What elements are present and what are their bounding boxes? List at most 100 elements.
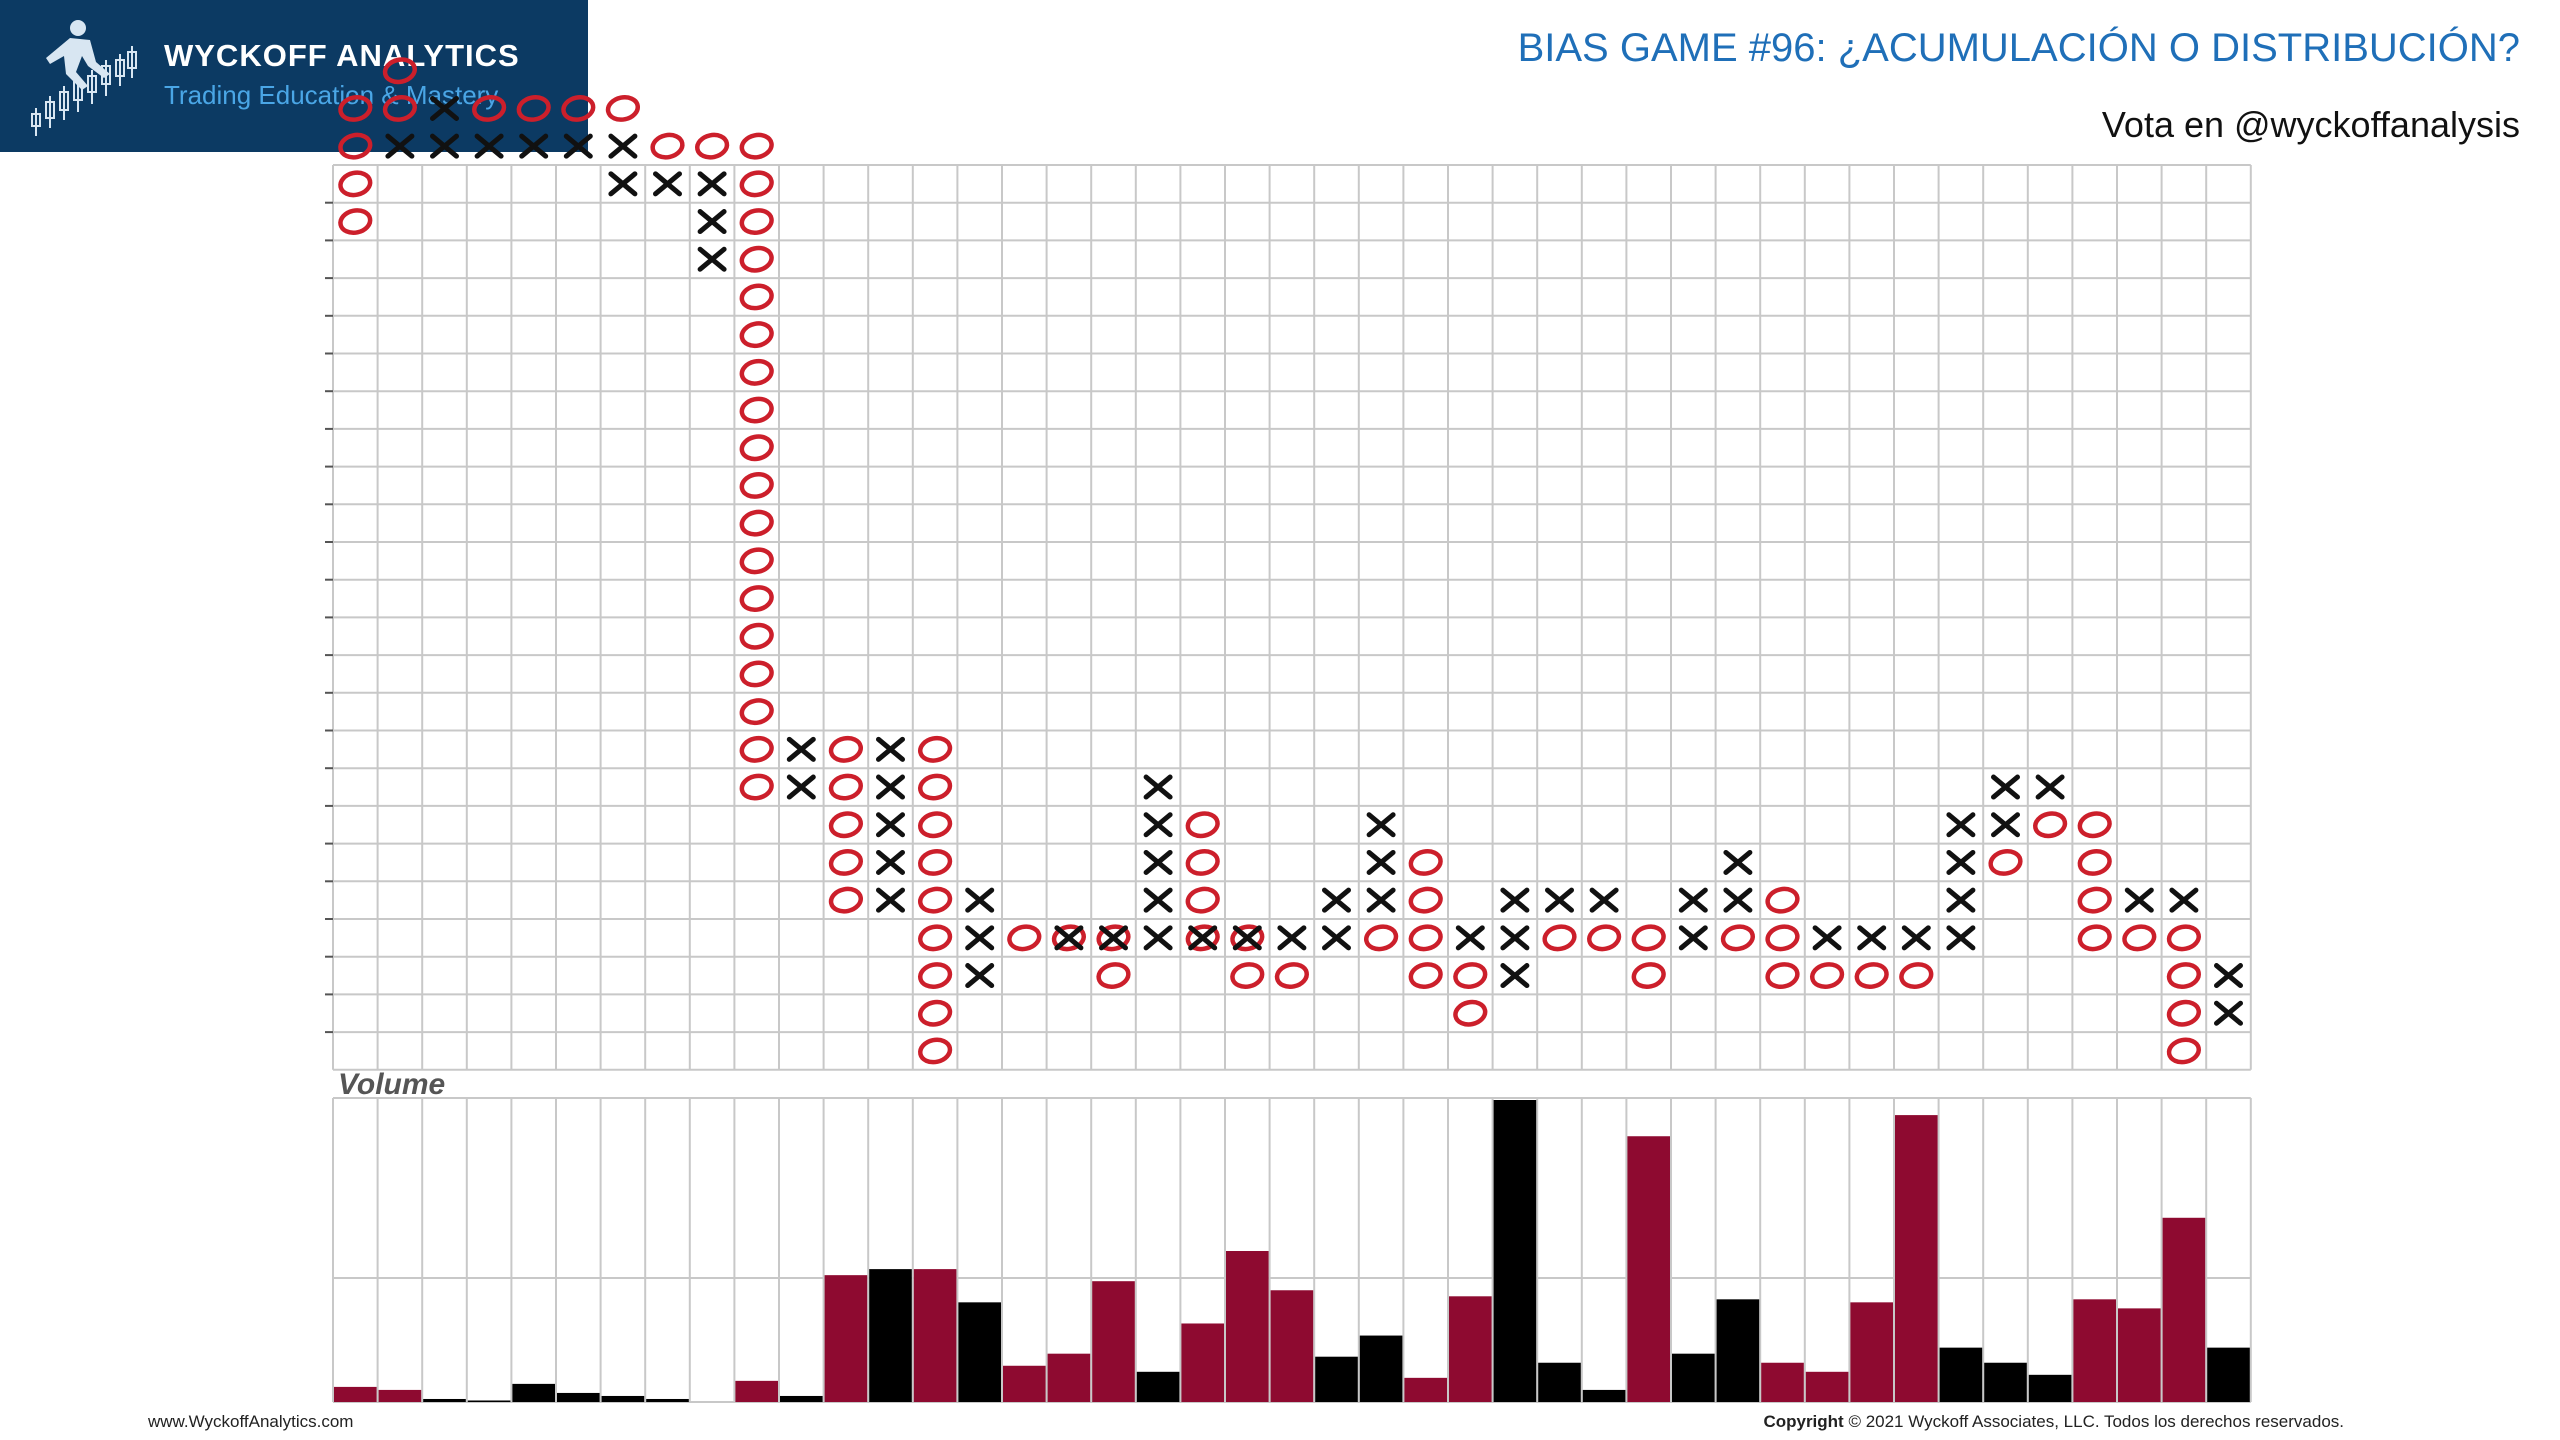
x-mark — [876, 774, 905, 800]
volume-bar — [1449, 1296, 1492, 1402]
o-mark — [695, 132, 730, 160]
x-mark — [1366, 887, 1396, 913]
footer-copyright: Copyright © 2021 Wyckoff Associates, LLC… — [1763, 1412, 2344, 1432]
o-mark — [739, 208, 774, 236]
x-mark — [563, 133, 593, 159]
o-mark — [918, 924, 953, 952]
brand-logo: WYCKOFF ANALYTICS Trading Education & Ma… — [0, 0, 588, 152]
o-mark — [828, 773, 863, 801]
o-mark — [739, 471, 774, 499]
o-mark — [2166, 999, 2201, 1027]
o-mark — [739, 321, 774, 349]
o-mark — [561, 94, 596, 122]
volume-bar — [557, 1392, 600, 1402]
o-mark — [338, 208, 373, 236]
o-mark — [918, 773, 953, 801]
volume-bar — [423, 1398, 466, 1402]
o-mark — [739, 132, 774, 160]
x-mark — [608, 133, 638, 159]
x-mark — [1857, 925, 1887, 951]
volume-bar — [1047, 1353, 1091, 1402]
x-mark — [1991, 774, 2020, 800]
volume-bars — [334, 1100, 2250, 1402]
o-mark — [650, 132, 685, 160]
o-mark — [1587, 924, 1622, 952]
volume-bar — [1939, 1347, 1983, 1402]
x-mark — [1991, 812, 2020, 838]
x-mark — [2214, 1000, 2243, 1026]
o-mark — [1810, 962, 1845, 990]
x-mark — [1277, 925, 1307, 951]
o-mark — [739, 735, 774, 763]
o-mark — [739, 245, 774, 273]
x-mark — [1188, 925, 1218, 951]
volume-bar — [1270, 1290, 1314, 1402]
o-mark — [338, 170, 373, 198]
pf-grid — [325, 164, 2252, 1071]
x-mark — [1232, 925, 1262, 951]
o-mark — [1364, 924, 1399, 952]
o-mark — [1230, 924, 1265, 952]
x-mark — [1455, 925, 1485, 951]
o-mark — [1765, 886, 1800, 914]
x-mark — [1366, 849, 1396, 875]
volume-bar — [1493, 1100, 1537, 1402]
x-mark — [2169, 887, 2199, 913]
footer-url: www.WyckoffAnalytics.com — [148, 1412, 354, 1431]
o-mark — [918, 999, 953, 1027]
volume-bar — [1136, 1371, 1180, 1402]
volume-bar — [512, 1383, 555, 1402]
o-mark — [2166, 1037, 2201, 1065]
x-mark — [965, 925, 995, 951]
o-mark — [828, 886, 863, 914]
x-mark — [1946, 849, 1976, 875]
volume-bar — [2207, 1347, 2250, 1402]
o-mark — [2166, 962, 2201, 990]
o-mark — [2077, 848, 2112, 876]
o-mark — [1408, 962, 1443, 990]
x-mark — [385, 133, 415, 159]
x-mark — [2035, 774, 2065, 800]
o-mark — [918, 848, 953, 876]
o-mark — [516, 94, 551, 122]
o-mark — [739, 434, 774, 462]
volume-bar — [1226, 1251, 1269, 1402]
volume-bar — [1761, 1362, 1804, 1402]
o-mark — [739, 660, 774, 688]
x-mark — [1322, 887, 1351, 913]
volume-bar — [1181, 1323, 1224, 1402]
o-mark — [1765, 924, 1800, 952]
x-mark — [1946, 925, 1976, 951]
x-mark — [1500, 963, 1530, 989]
o-mark — [1051, 924, 1086, 952]
x-mark — [697, 171, 727, 197]
x-mark — [2214, 963, 2243, 989]
volume-bar — [824, 1275, 868, 1402]
o-mark — [828, 848, 863, 876]
x-mark — [653, 171, 682, 197]
volume-grid — [332, 1097, 2252, 1403]
o-mark — [1408, 886, 1443, 914]
o-mark — [605, 94, 640, 122]
volume-bar — [1672, 1353, 1715, 1402]
o-mark — [382, 57, 417, 85]
x-mark — [1901, 925, 1931, 951]
o-mark — [918, 735, 953, 763]
volume-bar — [334, 1386, 377, 1402]
x-mark — [430, 95, 459, 121]
volume-bar — [1003, 1365, 1046, 1402]
o-mark — [1096, 962, 1131, 990]
o-mark — [1453, 962, 1488, 990]
o-mark — [918, 962, 953, 990]
o-mark — [1408, 848, 1443, 876]
x-mark — [1723, 849, 1753, 875]
o-mark — [828, 811, 863, 839]
o-mark — [382, 94, 417, 122]
o-mark — [338, 132, 373, 160]
volume-bar — [780, 1395, 823, 1402]
o-mark — [1854, 962, 1889, 990]
brand-title: WYCKOFF ANALYTICS — [164, 38, 520, 73]
o-mark — [2033, 811, 2068, 839]
o-mark — [1096, 924, 1131, 952]
x-mark — [1143, 925, 1173, 951]
